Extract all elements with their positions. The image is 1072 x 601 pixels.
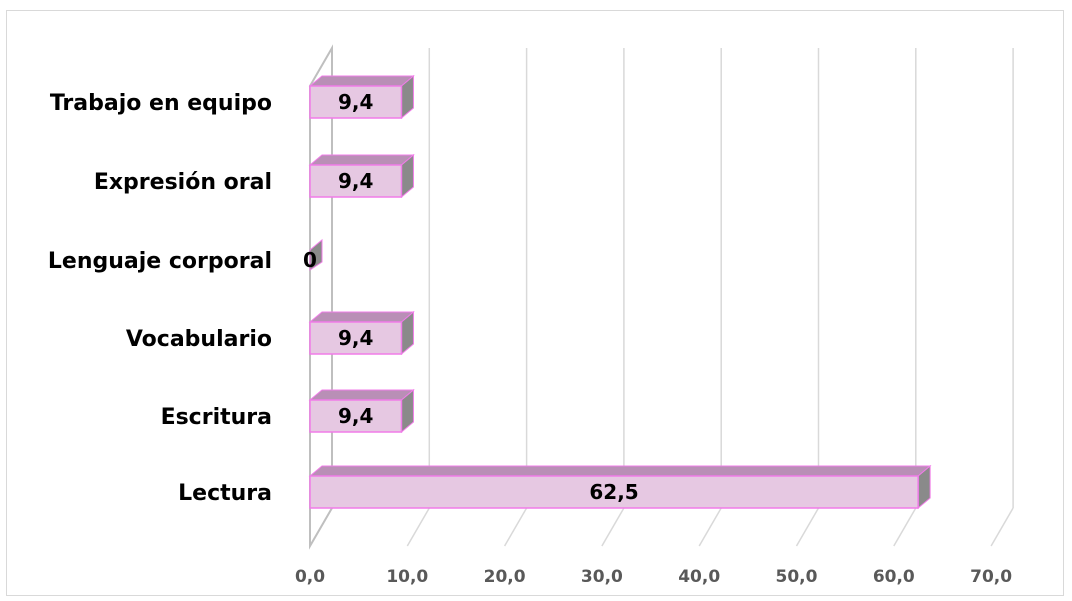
- category-label: Expresión oral: [94, 170, 272, 195]
- floor-gridline: [406, 507, 430, 547]
- category-label: Lenguaje corporal: [48, 249, 272, 274]
- floor-gridline: [893, 507, 917, 547]
- x-tick-label: 40,0: [678, 567, 720, 587]
- bar-group: 9,4: [308, 153, 415, 199]
- bar: [309, 321, 403, 355]
- bar-group: 62,5: [308, 464, 932, 510]
- category-label: Vocabulario: [126, 327, 272, 352]
- data-label: 62,5: [589, 480, 638, 504]
- category-label: Escritura: [161, 405, 272, 430]
- floor-gridline: [503, 507, 528, 547]
- bar: [309, 475, 919, 509]
- gridlines: [309, 48, 1014, 547]
- bar: [309, 164, 403, 198]
- x-tick-label: 20,0: [484, 567, 526, 587]
- bar: [309, 399, 403, 433]
- bar-top-face: [308, 465, 932, 477]
- bar-group: 9,4: [308, 388, 415, 434]
- bar-group: 9,4: [308, 74, 415, 120]
- bar-top-face: [308, 389, 415, 401]
- data-label: 9,4: [338, 169, 373, 193]
- bar-top-face: [308, 75, 415, 87]
- category-label: Lectura: [178, 481, 272, 506]
- x-tick-label: 60,0: [873, 567, 915, 587]
- data-label: 9,4: [338, 326, 373, 350]
- floor-gridline: [601, 507, 625, 547]
- bar: [309, 85, 403, 119]
- chart-frame: [6, 10, 1064, 596]
- data-label: 9,4: [338, 90, 373, 114]
- bar-top-face: [308, 154, 415, 166]
- bar: [309, 238, 323, 271]
- bar-group: 9,4: [308, 310, 415, 356]
- x-tick-label: 70,0: [970, 567, 1012, 587]
- x-tick-label: 10,0: [386, 567, 428, 587]
- bar-group: 0: [303, 238, 323, 272]
- floor-gridline: [990, 507, 1014, 547]
- x-tick-label: 0,0: [295, 567, 325, 587]
- x-tick-label: 30,0: [581, 567, 623, 587]
- bar-top-face: [308, 311, 415, 323]
- x-tick-label: 50,0: [776, 567, 818, 587]
- category-label: Trabajo en equipo: [50, 91, 272, 116]
- data-label: 9,4: [338, 404, 373, 428]
- floor-gridline: [795, 507, 820, 547]
- data-label: 0: [303, 248, 317, 272]
- floor-gridline: [698, 507, 722, 547]
